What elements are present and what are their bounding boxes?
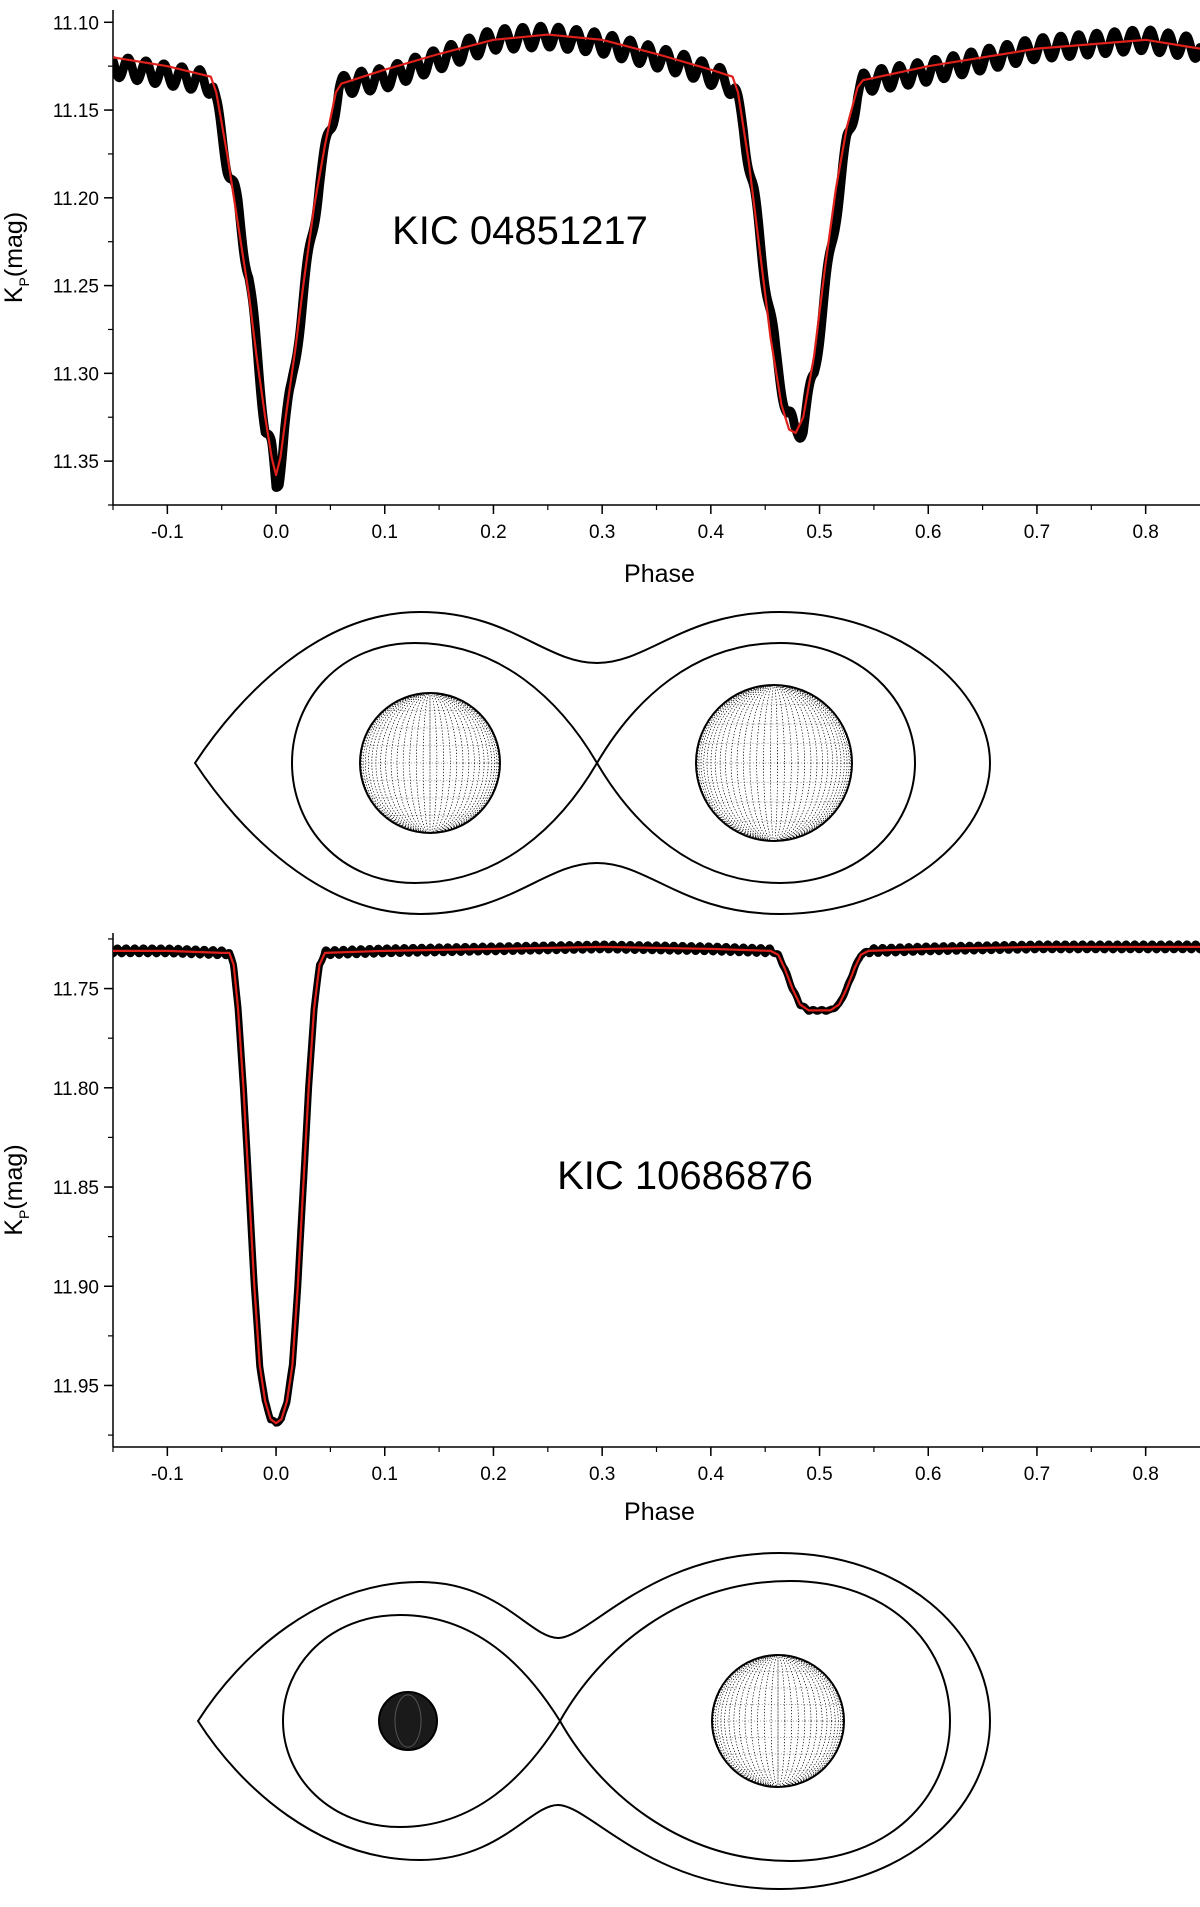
light-curve-kic-10686876: -0.1 0.0 0.1 0.2 0.3 0.4 0.5 0.6 0.7 0.8 11.75 11.8… [0,933,1200,1526]
y-axis-title-unit: (mag) [0,1144,28,1209]
y-tick-label: 11.25 [53,277,99,298]
y-tick-label: 11.85 [53,1178,99,1199]
x-tick-label: 0.1 [372,1464,398,1485]
y-axis-title-subscript: P [16,1210,32,1219]
y-axis-title: KP(mag) [0,212,32,303]
x-tick-label: 0.2 [480,1464,506,1485]
roche-geometry-kic-04851217 [193,610,992,916]
x-tick-label: 0.6 [915,1464,941,1485]
y-tick-label: 11.80 [53,1079,99,1100]
x-tick-label: 0.5 [806,522,832,543]
stellar-sphere [359,692,501,834]
star-id-label: KIC 04851217 [392,209,648,253]
y-tick-label: 11.15 [53,101,99,122]
y-tick-label: 11.10 [53,13,99,34]
y-tick-label: 11.75 [53,980,99,1001]
y-axis-title-subscript: P [16,277,32,286]
y-axis-title-unit: (mag) [0,212,28,277]
x-tick-label: 0.4 [698,522,725,543]
x-tick-label: 0.7 [1024,522,1050,543]
x-tick-label: 0.1 [372,522,398,543]
roche-geometry-kic-10686876 [196,1551,992,1891]
x-tick-label: 0.0 [263,522,289,543]
y-axis-title-symbol: K [0,1219,28,1236]
x-tick-label: 0.8 [1132,1464,1158,1485]
y-axis-title-symbol: K [0,286,28,303]
y-tick-label: 11.95 [53,1376,99,1397]
outer-critical-surface [193,610,992,916]
y-tick-label: 11.30 [53,364,99,385]
x-tick-label: 0.3 [589,1464,615,1485]
y-tick-label: 11.20 [53,189,99,210]
inner-roche-lobes [290,641,917,885]
x-tick-label: 0.7 [1024,1464,1050,1485]
x-tick-label: -0.1 [151,522,184,543]
x-tick-label: 0.0 [263,1464,289,1485]
x-axis-title: Phase [624,560,695,588]
model-series-line [113,33,1200,477]
y-tick-label: 11.35 [53,452,99,473]
stellar-sphere [711,1654,845,1788]
stellar-sphere [695,684,853,842]
y-tick-label: 11.90 [53,1277,99,1298]
x-tick-label: 0.2 [480,522,506,543]
model-series-line [113,945,1200,1425]
star-id-label: KIC 10686876 [557,1154,813,1198]
x-tick-label: 0.3 [589,522,615,543]
x-tick-label: -0.1 [151,1464,184,1485]
x-tick-label: 0.6 [915,522,941,543]
plot-area [113,21,1200,492]
observed-series-line [113,21,1200,492]
outer-critical-surface [196,1551,992,1891]
x-tick-label: 0.5 [806,1464,832,1485]
plot-area [113,940,1200,1427]
stellar-sphere [378,1691,438,1751]
x-tick-label: 0.8 [1132,522,1158,543]
light-curve-kic-04851217: -0.1 0.0 0.1 0.2 0.3 0.4 0.5 0.6 0.7 0.8 11.10 11.1… [0,10,1200,588]
y-axis-title: KP(mag) [0,1144,32,1235]
inner-roche-lobes [281,1579,952,1863]
x-axis-title: Phase [624,1498,695,1526]
x-tick-label: 0.4 [698,1464,725,1485]
